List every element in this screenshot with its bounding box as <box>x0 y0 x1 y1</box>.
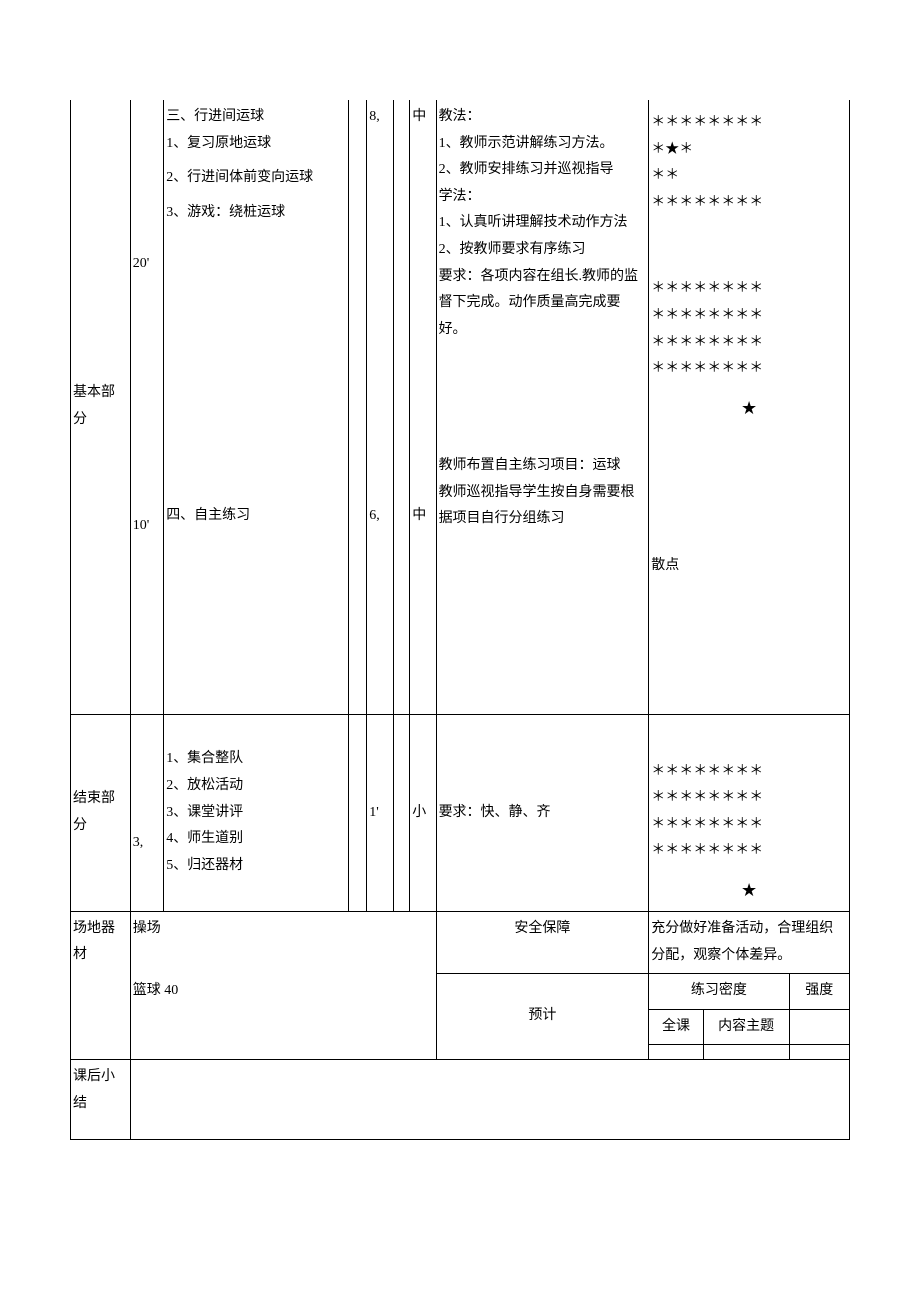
teach-label-1: 教法： <box>439 104 647 131</box>
star-line-2: ＊★＊ <box>651 137 847 164</box>
content-drill4: 四、自主练习 <box>164 429 349 714</box>
gap-3 <box>349 429 367 714</box>
gap-6 <box>393 714 410 912</box>
scatter-label: 散点 <box>651 553 847 580</box>
teach-3-1: 教师布置自主练习项目：运球 <box>439 453 647 480</box>
whole-empty <box>649 1045 703 1059</box>
strength-empty <box>789 1010 849 1045</box>
strength-label: 强度 <box>789 974 849 1009</box>
org-formation-end: ＊＊＊＊＊＊＊＊ ＊＊＊＊＊＊＊＊ ＊＊＊＊＊＊＊＊ ＊＊＊＊＊＊＊＊ ★ <box>649 714 850 912</box>
gap-5 <box>349 714 367 912</box>
equip-label-cell: 场地器材 <box>71 912 131 1060</box>
drill4-title: 四、自主练习 <box>166 503 346 530</box>
lesson-plan-table: 基本部分 20' 三、行进间运球 1、复习原地运球 2、行进间体前变向运球 3、… <box>70 100 850 912</box>
learn-label: 学法： <box>439 184 647 211</box>
time-3: 3, <box>130 714 163 912</box>
org-formation-1: ＊＊＊＊＊＊＊＊ ＊★＊ ＊＊ ＊＊＊＊＊＊＊＊ ＊＊＊＊＊＊＊＊ ＊＊＊＊＊＊… <box>649 100 850 429</box>
time-3-label: 3, <box>133 835 144 850</box>
equip-2-cell: 篮球 40 <box>130 974 436 1060</box>
strength-empty2 <box>789 1045 849 1059</box>
star-line-4: ＊＊＊＊＊＊＊＊ <box>651 190 847 217</box>
big-star-1: ★ <box>651 383 847 425</box>
star-line-3: ＊＊ <box>651 163 847 190</box>
summary-label: 课后小结 <box>71 1059 131 1139</box>
learn-1: 1、认真听讲理解技术动作方法 <box>439 210 647 237</box>
section-end-label: 结束部分 <box>73 791 115 833</box>
learn-req: 要求：各项内容在组长.教师的监督下完成。动作质量高完成要好。 <box>439 264 647 344</box>
topic-empty <box>703 1045 789 1059</box>
teach-1-2: 2、教师安排练习并巡视指导 <box>439 157 647 184</box>
time-10-label: 10' <box>133 518 150 533</box>
end-5: 5、归还器材 <box>166 853 346 880</box>
time-20: 20' <box>130 100 163 429</box>
safety-text-cell: 充分做好准备活动，合理组织分配，观察个体差异。 <box>649 912 850 974</box>
drill3-title: 三、行进间运球 <box>166 104 346 131</box>
end-1: 1、集合整队 <box>166 746 346 773</box>
safety-label-cell: 安全保障 <box>436 912 649 974</box>
intensity-mid-2-label: 中 <box>412 508 426 523</box>
end-star-4: ＊＊＊＊＊＊＊＊ <box>651 838 847 865</box>
big-star-end: ★ <box>651 865 847 907</box>
gap-2 <box>393 100 410 429</box>
count-6-label: 6, <box>369 508 380 523</box>
drill3-2: 2、行进间体前变向运球 <box>166 165 346 192</box>
density-sub-row: 全课 内容主题 <box>649 1009 850 1059</box>
count-6: 6, <box>367 429 393 714</box>
end-3: 3、课堂讲评 <box>166 800 346 827</box>
star-line-8: ＊＊＊＊＊＊＊＊ <box>651 356 847 383</box>
end-2: 2、放松活动 <box>166 773 346 800</box>
count-1: 1' <box>367 714 393 912</box>
star-line-1: ＊＊＊＊＊＊＊＊ <box>651 110 847 137</box>
org-scatter: 散点 <box>649 429 850 714</box>
gap-4 <box>393 429 410 714</box>
topic-label: 内容主题 <box>703 1010 789 1045</box>
whole-label: 全课 <box>649 1010 703 1045</box>
teach-3-2: 教师巡视指导学生按自身需要根据项目自行分组练习 <box>439 480 647 533</box>
intensity-mid-2: 中 <box>410 429 436 714</box>
predict-cell: 预计 <box>436 974 649 1060</box>
intensity-mid-1: 中 <box>410 100 436 429</box>
end-star-1: ＊＊＊＊＊＊＊＊ <box>651 759 847 786</box>
end-star-2: ＊＊＊＊＊＊＊＊ <box>651 785 847 812</box>
footer-table: 场地器材 操场 安全保障 充分做好准备活动，合理组织分配，观察个体差异。 篮球 … <box>70 911 850 1140</box>
teaching-method-1: 教法： 1、教师示范讲解练习方法。 2、教师安排练习并巡视指导 学法： 1、认真… <box>436 100 649 429</box>
time-10: 10' <box>130 429 163 714</box>
end-star-3: ＊＊＊＊＊＊＊＊ <box>651 812 847 839</box>
section-basic-label: 基本部分 <box>73 385 115 427</box>
drill3-3: 3、游戏：绕桩运球 <box>166 200 346 227</box>
intensity-low: 小 <box>410 714 436 912</box>
teaching-method-2: 教师布置自主练习项目：运球 教师巡视指导学生按自身需要根据项目自行分组练习 <box>436 429 649 714</box>
density-label: 练习密度 <box>649 974 789 1009</box>
equip-1-cell: 操场 <box>130 912 436 974</box>
density-row: 练习密度 强度 <box>649 974 850 1010</box>
content-drill3: 三、行进间运球 1、复习原地运球 2、行进间体前变向运球 3、游戏：绕桩运球 <box>164 100 349 429</box>
teach-1-1: 1、教师示范讲解练习方法。 <box>439 131 647 158</box>
end-4: 4、师生道别 <box>166 826 346 853</box>
content-end: 1、集合整队 2、放松活动 3、课堂讲评 4、师生道别 5、归还器材 <box>164 714 349 912</box>
star-line-5: ＊＊＊＊＊＊＊＊ <box>651 276 847 303</box>
count-8: 8, <box>367 100 393 429</box>
star-line-7: ＊＊＊＊＊＊＊＊ <box>651 330 847 357</box>
star-line-6: ＊＊＊＊＊＊＊＊ <box>651 303 847 330</box>
end-requirement: 要求：快、静、齐 <box>436 714 649 912</box>
section-end: 结束部分 <box>71 714 131 912</box>
learn-2: 2、按教师要求有序练习 <box>439 237 647 264</box>
summary-content <box>130 1059 849 1139</box>
gap-1 <box>349 100 367 429</box>
drill3-1: 1、复习原地运球 <box>166 131 346 158</box>
section-basic: 基本部分 <box>71 100 131 714</box>
